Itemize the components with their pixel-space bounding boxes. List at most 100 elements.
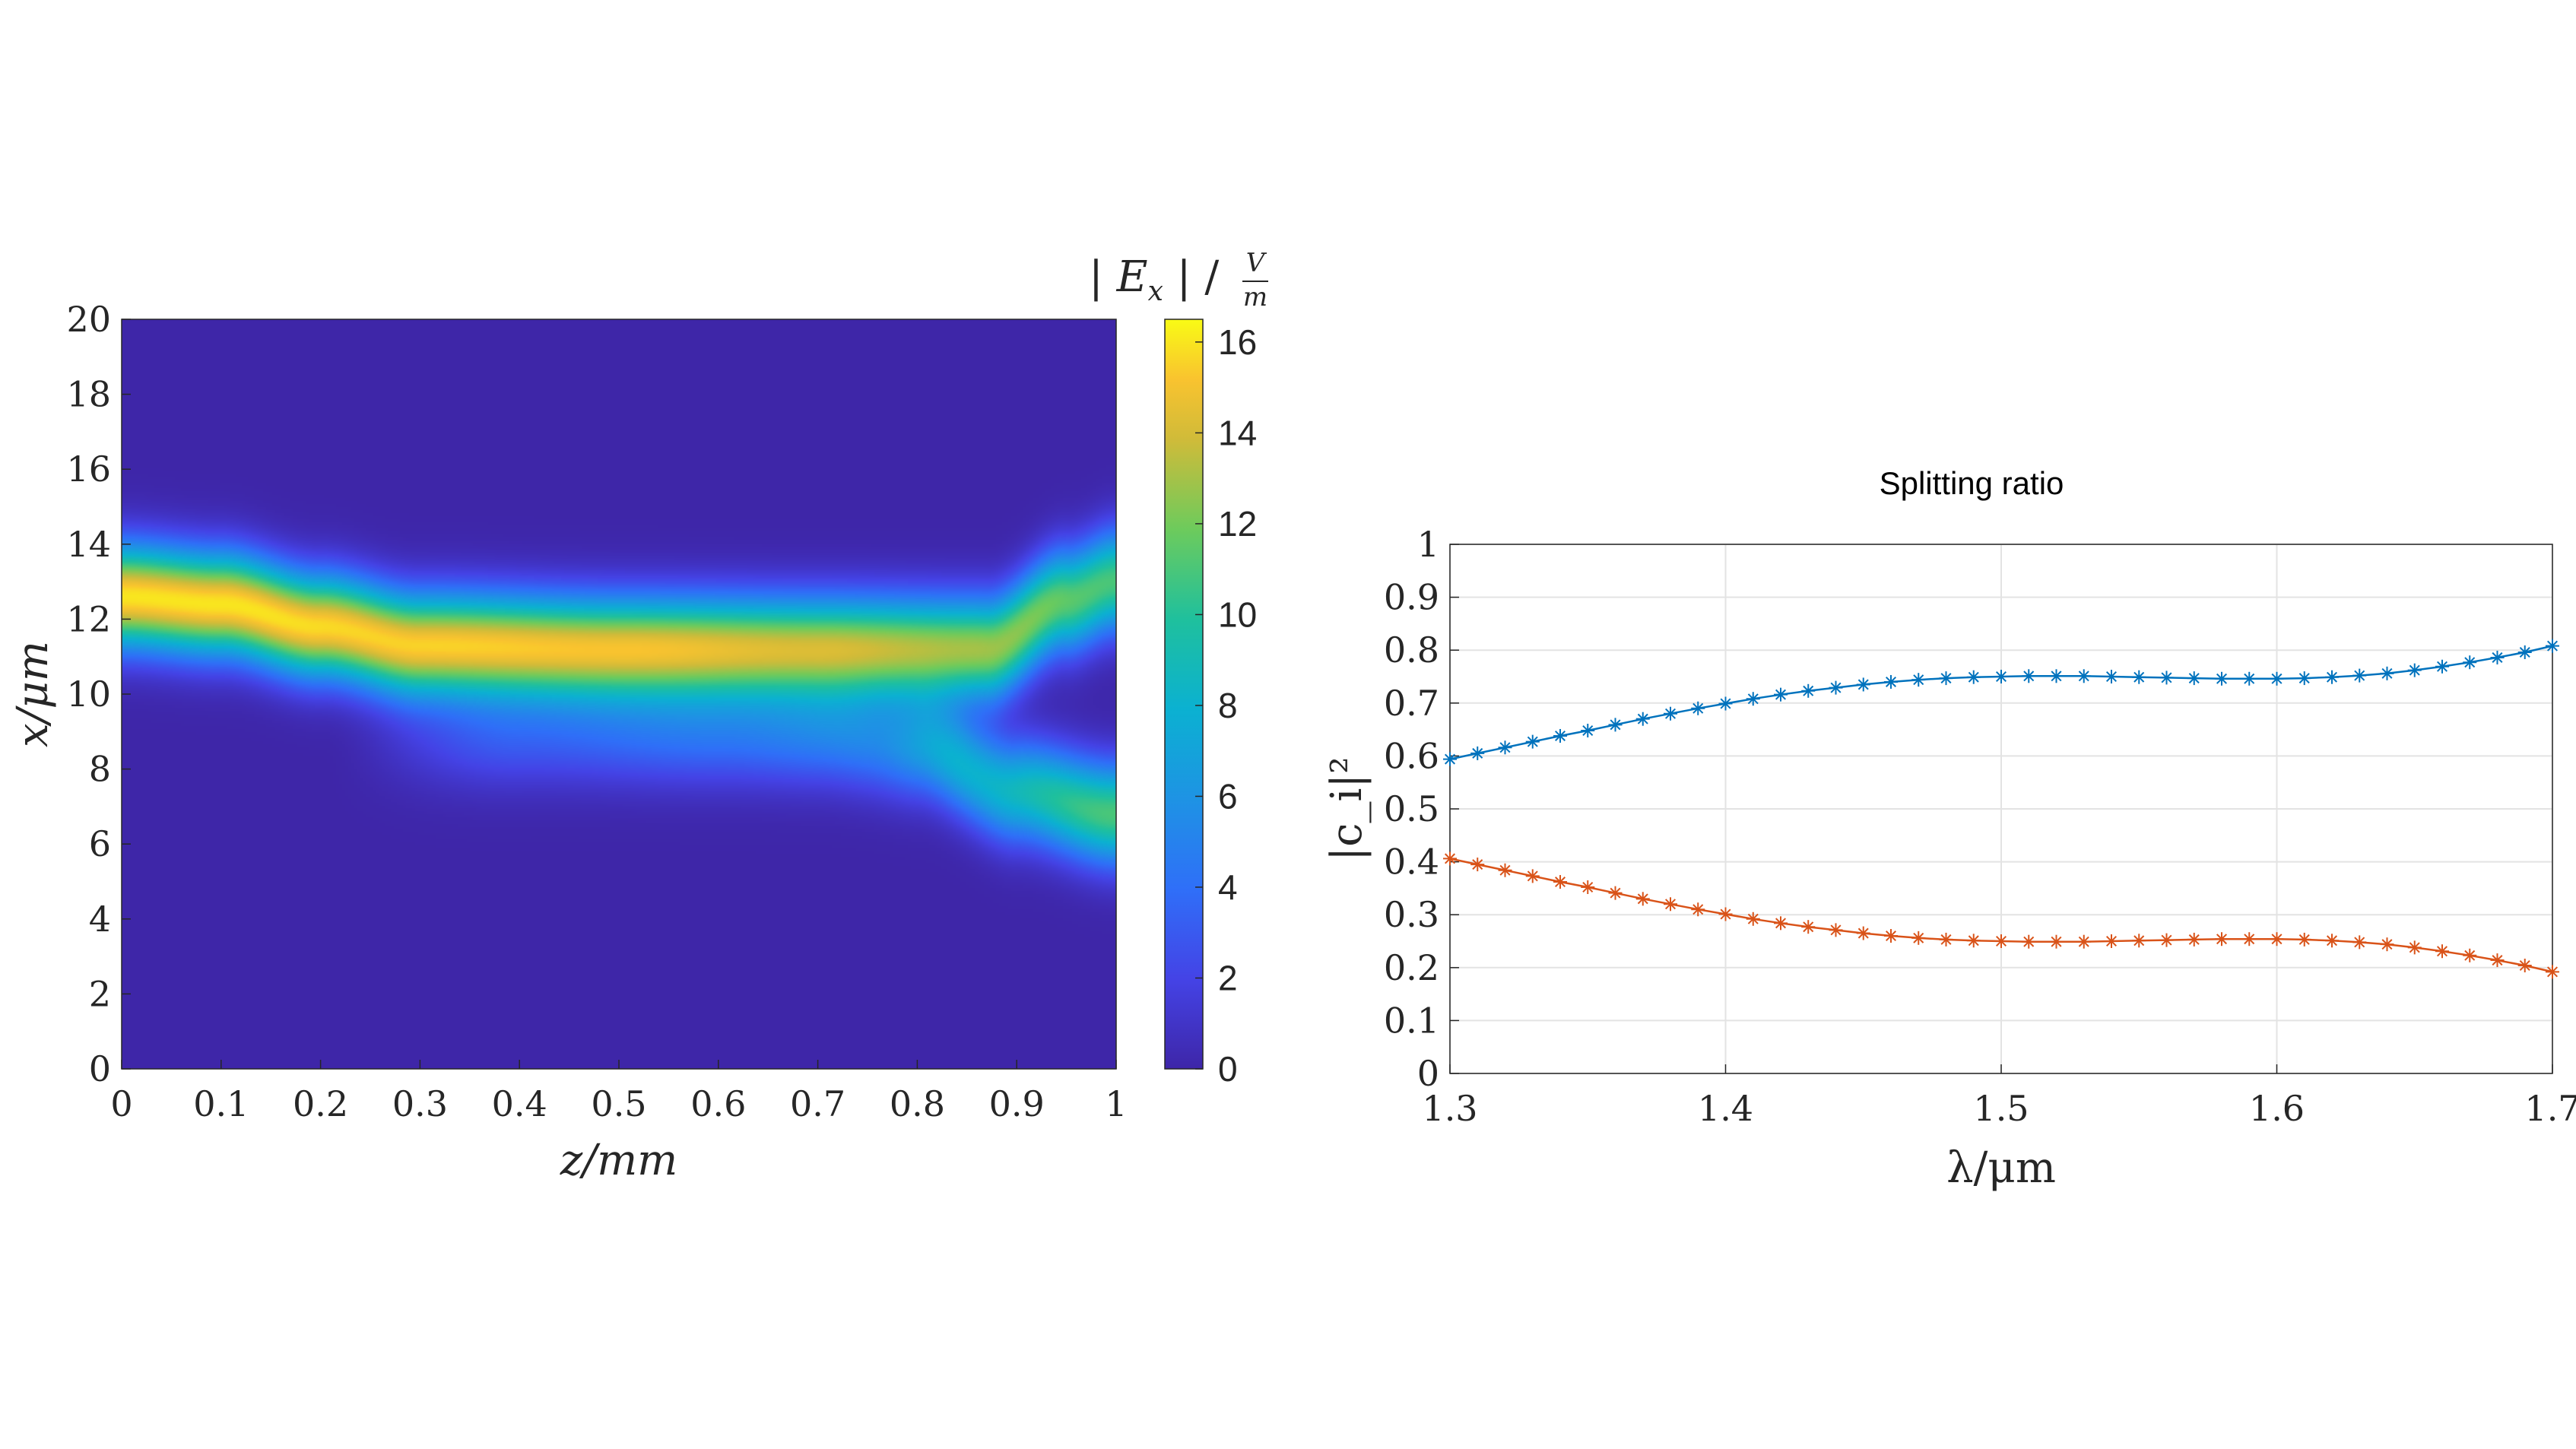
line-chart-y-tick-label: 0.7 (1384, 683, 1439, 724)
series-1-point (2517, 645, 2532, 659)
colorbar-tick-label: 4 (1218, 867, 1238, 907)
series-2-point (1829, 923, 1843, 937)
line-chart-x-ticks: 1.3 1.4 1.5 1.6 1.7 (1422, 1064, 2576, 1129)
line-chart-y-tick-label: 0 (1417, 1053, 1439, 1094)
series-2-point (2546, 965, 2559, 979)
heatmap-y-tick-label: 2 (89, 973, 111, 1014)
line-chart-y-tick-label: 0.9 (1384, 577, 1439, 618)
series-1-point (2076, 669, 2091, 683)
series-1-point (1884, 674, 1898, 689)
series-1-point (2463, 655, 2477, 670)
series-1-point (2105, 670, 2118, 683)
colorbar-tick-label: 16 (1218, 322, 1257, 362)
series-2-point (1470, 858, 1485, 872)
series-2-point (1801, 920, 1816, 934)
series-1-point (1801, 683, 1816, 698)
series-2-point (2463, 948, 2477, 962)
series-1-point (1966, 670, 1981, 684)
series-2-point (1664, 897, 1677, 912)
series-1-point (2546, 639, 2559, 653)
series-2-point (1691, 902, 1705, 917)
series-2-point (2076, 934, 2091, 949)
series-2-point (2159, 933, 2174, 947)
splitting-ratio-chart: Splitting ratio 1.3 1.4 1.5 1.6 1.7 00.10.20… (1322, 465, 2576, 1193)
heatmap-x-tick-label: 0.4 (492, 1083, 547, 1124)
heatmap-y-tick-label: 12 (66, 598, 111, 639)
heatmap-y-axis-label: x/μm (8, 641, 58, 747)
series-2-point (1939, 932, 1953, 946)
series-2-point (2517, 959, 2532, 973)
series-2-point (1746, 912, 1760, 926)
line-chart-y-tick-label: 0.1 (1384, 1000, 1439, 1041)
series-2-point (1525, 869, 1540, 883)
series-1-point (2159, 671, 2174, 685)
line-chart-series (1443, 639, 2559, 979)
heatmap-x-tick-label: 0.6 (690, 1083, 746, 1124)
line-chart-y-tick-label: 0.5 (1384, 788, 1439, 829)
series-1-point (1718, 696, 1733, 711)
heatmap-y-tick-label: 4 (89, 899, 111, 940)
heatmap-y-tick-label: 14 (66, 524, 111, 565)
series-2-point (2407, 940, 2422, 955)
colorbar-tick-label: 2 (1218, 958, 1238, 997)
series-1-point (1470, 746, 1485, 760)
series-1-point (2242, 671, 2257, 686)
colorbar-tick-label: 14 (1218, 413, 1257, 452)
series-1-point (1635, 712, 1650, 726)
series-1-point (1856, 677, 1870, 692)
line-chart-y-tick-label: 0.6 (1384, 735, 1439, 776)
line-chart-x-tick-label: 1.7 (2524, 1088, 2576, 1129)
line-chart-x-tick-label: 1.4 (1698, 1088, 1753, 1129)
heatmap-x-tick-label: 0.9 (989, 1083, 1045, 1124)
series-2-point (2242, 932, 2257, 946)
line-chart-y-tick-label: 0.4 (1384, 842, 1439, 883)
heatmap-x-tick-label: 0.8 (890, 1083, 945, 1124)
colorbar-unit-numerator: V (1246, 248, 1267, 278)
heatmap-x-tick-label: 0.2 (293, 1083, 348, 1124)
series-2-point (2215, 932, 2229, 946)
series-1-point (1443, 752, 1457, 766)
series-1-point (2022, 669, 2036, 683)
series-1-point (1553, 728, 1567, 743)
line-chart-x-tick-label: 1.3 (1422, 1088, 1477, 1129)
series-1-point (2049, 669, 2064, 683)
heatmap-image (122, 319, 1116, 1069)
series-1-point (2132, 670, 2146, 684)
colorbar (1164, 319, 1204, 1070)
heatmap-x-axis-label: z/mm (560, 1136, 678, 1185)
series-2-point (2049, 934, 2064, 949)
heatmap-y-ticks: 0 2 4 6 8 10 12 14 16 18 20 (66, 299, 131, 1089)
line-chart-y-axis-label: |c_i|² (1322, 756, 1372, 861)
series-1-point (2380, 666, 2394, 680)
series-2-point (1966, 934, 1981, 948)
colorbar-ticks: 0 2 4 6 8 10 12 14 16 (1195, 322, 1257, 1089)
series-2-point (2022, 934, 2036, 949)
line-chart-y-tick-label: 0.3 (1384, 894, 1439, 935)
heatmap-x-tick-label: 1 (1105, 1083, 1127, 1124)
heatmap-x-ticks: 0 0.1 0.2 0.3 0.4 0.5 0.6 0.7 0.8 0.9 1 (110, 1060, 1128, 1124)
series-1-point (2352, 668, 2367, 683)
series-2-point (2132, 934, 2146, 948)
series-2-point (1443, 851, 1457, 866)
colorbar-label: | Ex | / V m (1089, 248, 1268, 312)
line-chart-x-tick-label: 1.5 (1973, 1088, 2029, 1129)
series-1-point (1525, 734, 1540, 749)
heatmap-y-tick-label: 16 (66, 449, 111, 490)
series-1-point (1911, 673, 1926, 687)
series-1-point (2490, 650, 2505, 664)
series-1-point (2187, 671, 2201, 686)
heatmap-y-tick-label: 0 (89, 1048, 111, 1089)
series-2-point (1911, 931, 1926, 945)
heatmap-x-tick-label: 0.5 (591, 1083, 646, 1124)
series-1-point (1994, 670, 2008, 683)
series-1-point (2215, 671, 2229, 686)
series-1-point (2297, 671, 2311, 686)
colorbar-unit-denominator: m (1243, 282, 1267, 312)
heatmap-x-tick-label: 0.1 (193, 1083, 249, 1124)
series-2-point (1498, 863, 1512, 877)
colorbar-tick-label: 0 (1218, 1049, 1238, 1089)
series-2-point (1884, 929, 1898, 943)
series-2-point (1774, 916, 1788, 931)
series-2-point (2270, 932, 2284, 946)
